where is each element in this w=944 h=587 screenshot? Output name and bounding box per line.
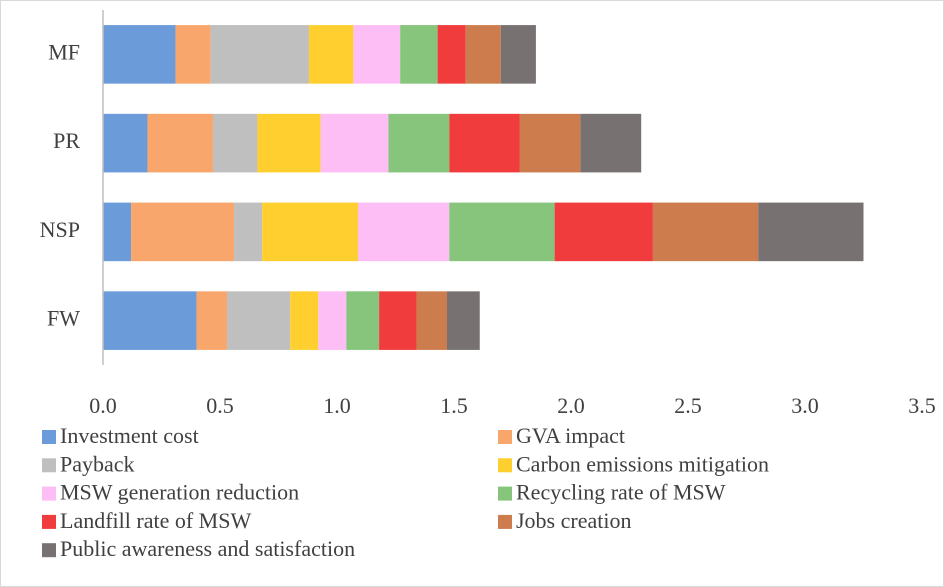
bar-segment bbox=[353, 25, 401, 84]
x-tick-label: 3.5 bbox=[908, 393, 936, 418]
bar-segment bbox=[257, 113, 321, 173]
bar-segment bbox=[290, 291, 319, 350]
bar-segment bbox=[308, 25, 354, 84]
bar-segment bbox=[103, 202, 132, 262]
bar-segment bbox=[437, 25, 466, 84]
legend-swatch bbox=[42, 458, 56, 473]
bar-segment bbox=[227, 291, 291, 350]
bar-segment bbox=[400, 25, 438, 84]
bar-segment bbox=[262, 202, 359, 262]
bar-segment bbox=[580, 113, 642, 173]
y-tick-label: FW bbox=[47, 306, 80, 331]
bar-segment bbox=[758, 202, 864, 262]
legend-label: MSW generation reduction bbox=[60, 480, 299, 505]
x-tick-label: 2.0 bbox=[557, 393, 585, 418]
legend-swatch bbox=[42, 514, 56, 529]
bar-segment bbox=[379, 291, 417, 350]
bar-segment bbox=[234, 202, 263, 262]
legend-swatch bbox=[42, 430, 56, 444]
bar-segment bbox=[147, 113, 213, 173]
legend-label: Investment cost bbox=[60, 423, 199, 448]
x-tick-label: 1.0 bbox=[323, 393, 351, 418]
bar-segment bbox=[449, 202, 555, 262]
bar-segment bbox=[318, 291, 347, 350]
bar-segment bbox=[449, 113, 520, 173]
legend-swatch bbox=[42, 543, 56, 558]
bar-segment bbox=[320, 113, 389, 173]
bar-segment bbox=[388, 113, 450, 173]
bar-segment bbox=[519, 113, 581, 173]
legend-swatch bbox=[42, 486, 56, 501]
bar-segment bbox=[212, 113, 258, 173]
x-tick-label: 1.5 bbox=[440, 393, 468, 418]
bar-segment bbox=[652, 202, 759, 262]
x-tick-label: 0.5 bbox=[206, 393, 234, 418]
bar-segment bbox=[210, 25, 309, 84]
legend-label: Public awareness and satisfaction bbox=[60, 536, 355, 561]
bar-segment bbox=[103, 291, 197, 350]
bar-segment bbox=[554, 202, 653, 262]
legend-label: GVA impact bbox=[516, 423, 625, 448]
legend-label: Recycling rate of MSW bbox=[516, 480, 726, 505]
y-tick-label: MF bbox=[48, 39, 80, 64]
legend-swatch bbox=[498, 430, 512, 444]
x-tick-label: 0.0 bbox=[89, 393, 117, 418]
x-tick-label: 3.0 bbox=[791, 393, 819, 418]
legend-swatch bbox=[498, 514, 512, 529]
bar-segment bbox=[416, 291, 447, 350]
legend-label: Jobs creation bbox=[516, 508, 631, 533]
bar-segment bbox=[358, 202, 450, 262]
legend-label: Landfill rate of MSW bbox=[60, 508, 251, 533]
bar-segment bbox=[175, 25, 211, 84]
legend-label: Carbon emissions mitigation bbox=[516, 451, 769, 476]
bar-segment bbox=[346, 291, 380, 350]
y-tick-label: NSP bbox=[40, 217, 80, 242]
bar-segment bbox=[465, 25, 501, 84]
y-tick-label: PR bbox=[53, 128, 80, 153]
legend-swatch bbox=[498, 458, 512, 473]
bar-segment bbox=[103, 113, 148, 173]
bar-segment bbox=[103, 25, 176, 84]
legend-label: Payback bbox=[60, 451, 135, 476]
bar-segment bbox=[500, 25, 536, 84]
bar-segment bbox=[446, 291, 480, 350]
bar-segment bbox=[131, 202, 235, 262]
legend-swatch bbox=[498, 486, 512, 501]
bar-segment bbox=[196, 291, 228, 350]
x-tick-label: 2.5 bbox=[674, 393, 702, 418]
